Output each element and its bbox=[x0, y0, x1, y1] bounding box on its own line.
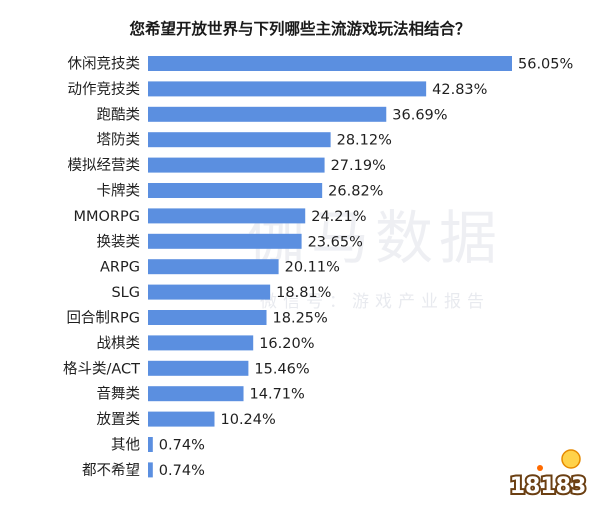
value-label: 14.71% bbox=[250, 387, 305, 403]
watermark-sub: 微信号：游戏产业报告 bbox=[260, 292, 490, 312]
bar bbox=[148, 360, 249, 376]
bar bbox=[148, 310, 267, 325]
value-label: 36.69% bbox=[392, 107, 447, 123]
value-label: 42.83% bbox=[432, 82, 487, 98]
value-label: 24.21% bbox=[311, 209, 366, 225]
bar bbox=[148, 132, 331, 148]
bar bbox=[148, 106, 387, 122]
category-label: 音舞类 bbox=[97, 386, 141, 403]
value-label: 16.20% bbox=[259, 336, 314, 352]
value-label: 56.05% bbox=[518, 57, 573, 73]
value-label: 10.24% bbox=[221, 412, 276, 428]
category-label: 战棋类 bbox=[97, 335, 141, 352]
bars-group: 休闲竞技类 56.05% 动作竞技类 42.83% 跑酷类 36.69% 塔防类 28.12%… bbox=[63, 55, 573, 479]
value-label: 15.46% bbox=[254, 361, 309, 377]
value-label: 23.65% bbox=[308, 234, 363, 250]
bar bbox=[148, 386, 244, 402]
category-label: 回合制RPG bbox=[66, 310, 140, 327]
bar bbox=[148, 259, 279, 275]
category-label: 跑酷类 bbox=[97, 106, 141, 123]
value-label: 0.74% bbox=[159, 438, 205, 454]
category-label: 格斗类/ACT bbox=[63, 360, 140, 377]
category-label: ARPG bbox=[100, 260, 140, 276]
category-label: 放置类 bbox=[97, 411, 141, 428]
bar bbox=[148, 233, 302, 249]
category-label: SLG bbox=[111, 285, 140, 301]
category-label: 其他 bbox=[111, 437, 140, 454]
bar bbox=[148, 462, 153, 478]
value-label: 18.25% bbox=[273, 311, 328, 327]
category-label: 动作竞技类 bbox=[68, 80, 141, 98]
bar bbox=[148, 56, 512, 71]
logo-18183: 18183 bbox=[508, 449, 588, 501]
chart-title: 您希望开放世界与下列哪些主流游戏玩法相结合？ bbox=[129, 19, 470, 38]
category-label: 休闲竞技类 bbox=[68, 55, 141, 73]
category-label: 换装类 bbox=[97, 233, 141, 250]
bar bbox=[148, 411, 215, 427]
logo-spark-icon bbox=[537, 465, 543, 471]
value-label: 27.19% bbox=[331, 158, 386, 174]
logo-text: 18183 bbox=[510, 474, 587, 499]
bar bbox=[148, 208, 306, 224]
bar bbox=[148, 284, 271, 300]
bar bbox=[148, 437, 153, 452]
value-label: 0.74% bbox=[159, 463, 205, 479]
value-label: 28.12% bbox=[337, 133, 392, 149]
value-label: 20.11% bbox=[285, 260, 340, 276]
bar bbox=[148, 157, 325, 173]
logo-sun-icon bbox=[561, 449, 581, 469]
category-label: 模拟经营类 bbox=[68, 157, 141, 174]
value-label: 26.82% bbox=[328, 184, 383, 200]
category-label: 都不希望 bbox=[82, 462, 140, 479]
bar bbox=[148, 183, 323, 198]
category-label: 卡牌类 bbox=[97, 183, 141, 200]
category-label: MMORPG bbox=[74, 209, 141, 225]
bar bbox=[148, 335, 254, 351]
bar bbox=[148, 81, 427, 97]
category-label: 塔防类 bbox=[97, 132, 141, 149]
value-label: 18.81% bbox=[276, 285, 331, 301]
